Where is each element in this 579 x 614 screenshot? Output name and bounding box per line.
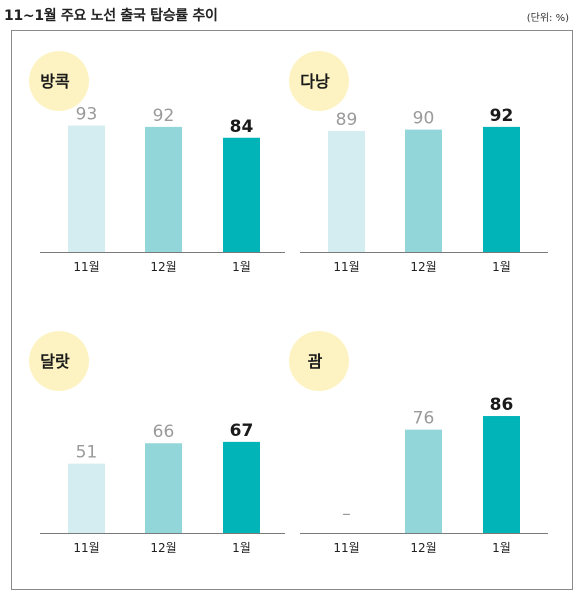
chart-4-bar-3 — [483, 416, 520, 533]
page-title: 11~1월 주요 노선 출국 탑승률 추이 — [4, 8, 218, 24]
chart-1-title-badge — [29, 51, 89, 111]
chart-4-value-label-3: 86 — [490, 395, 514, 415]
chart-3-value-label-3: 67 — [230, 421, 254, 441]
chart-2-category-label-1: 11월 — [333, 260, 359, 274]
chart-1-category-label-1: 11월 — [73, 260, 99, 274]
chart-1-category-label-3: 1월 — [232, 260, 251, 274]
chart-1-value-label-1: 93 — [76, 105, 98, 125]
chart-4-value-label-2: 76 — [413, 409, 435, 429]
chart-3-category-label-2: 12월 — [150, 541, 176, 555]
chart-1-value-label-3: 84 — [230, 117, 254, 137]
chart-1-bar-2 — [145, 126, 182, 252]
chart-3-value-label-2: 66 — [153, 422, 175, 442]
chart-2-title: 다낭 — [300, 72, 330, 91]
unit-label: (단위: %) — [526, 13, 569, 24]
chart-2-bar-3 — [483, 126, 520, 252]
chart-1-category-label-2: 12월 — [150, 260, 176, 274]
chart-2-title-badge — [289, 51, 349, 111]
chart-4-bar-2 — [405, 429, 442, 533]
chart-2-bar-1 — [328, 130, 365, 252]
chart-3-bar-3 — [223, 441, 260, 533]
chart-3-value-label-1: 51 — [76, 443, 98, 463]
chart-4-category-label-2: 12월 — [410, 541, 436, 555]
chart-4-value-label-1: – — [342, 504, 351, 524]
chart-3-bar-2 — [145, 443, 182, 533]
chart-2-value-label-3: 92 — [490, 106, 514, 126]
chart-2-category-label-3: 1월 — [492, 260, 511, 274]
chart-1-title: 방콕 — [40, 72, 70, 91]
chart-2-category-label-2: 12월 — [410, 260, 436, 274]
chart-3-title: 달랏 — [40, 352, 70, 371]
chart-2-value-label-2: 90 — [413, 109, 435, 129]
chart-3-bar-1 — [68, 463, 105, 533]
chart-frame — [11, 30, 573, 590]
chart-4-category-label-3: 1월 — [492, 541, 511, 555]
chart-1-value-label-2: 92 — [153, 106, 175, 126]
chart-3-category-label-3: 1월 — [232, 541, 251, 555]
chart-2-value-label-1: 89 — [336, 110, 358, 130]
chart-1-bar-1 — [68, 125, 105, 252]
chart-4-category-label-1: 11월 — [333, 541, 359, 555]
chart-1-bar-3 — [223, 137, 260, 252]
chart-3-title-badge — [29, 331, 89, 391]
chart-2-bar-2 — [405, 129, 442, 252]
chart-4-title: 괌 — [308, 352, 323, 371]
chart-3-category-label-1: 11월 — [73, 541, 99, 555]
chart-4-title-badge — [289, 331, 349, 391]
